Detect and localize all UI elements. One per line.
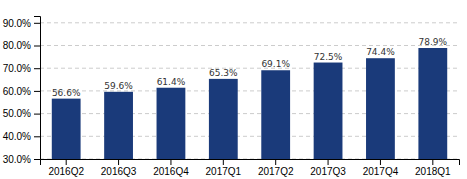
y-tick-label: 60.0% [3,86,31,97]
y-tick-label: 40.0% [3,131,31,142]
y-tick-label: 90.0% [3,18,31,29]
y-tick-label: 50.0% [3,108,31,119]
data-label: 61.4% [157,77,186,87]
bar [366,58,395,159]
grid-line [40,113,459,114]
data-labels: 56.6% 59.6% 61.4% 65.3% 69.1% 72.5% 74.4% 78.9% [52,37,448,98]
x-tick-label: 2016Q3 [101,166,137,177]
grid-line [40,68,459,69]
bar [261,70,290,159]
x-tick-mark [66,159,67,165]
data-label: 72.5% [314,52,343,62]
grid [40,23,459,159]
x-tick-mark [380,159,381,165]
x-tick: 2016Q2 [48,159,84,177]
x-tick-label: 2017Q3 [310,166,346,177]
x-axis: 2016Q2 2016Q3 2016Q4 2017Q1 2017Q2 2017Q3 2017… [41,159,460,177]
x-tick: 2017Q4 [363,159,399,177]
bar [418,48,447,159]
x-axis-line [41,160,460,166]
x-tick: 2017Q1 [206,159,242,177]
x-tick-label: 2016Q2 [48,166,84,177]
y-tick: 40.0% [3,131,40,142]
data-label: 59.6% [104,81,133,91]
y-tick-mark [34,114,40,115]
x-tick: 2017Q3 [310,159,346,177]
y-tick: 60.0% [3,86,40,97]
y-tick-label: 80.0% [3,40,31,51]
grid-line [40,22,459,23]
x-tick-label: 2017Q4 [363,166,399,177]
y-tick-mark [34,68,40,69]
y-tick-mark [34,159,40,160]
y-tick-mark [34,23,40,24]
chart: 30.0% 40.0% 50.0% 60.0% 70.0% 80.0% 90.0% 2016Q… [0,0,467,179]
x-tick-label: 2016Q4 [153,166,189,177]
x-tick-mark [432,159,433,165]
grid-line [40,136,459,137]
bar [104,92,133,159]
y-tick: 90.0% [3,18,40,29]
x-tick-label: 2018Q1 [415,166,451,177]
x-tick-label: 2017Q2 [258,166,294,177]
x-tick: 2016Q3 [101,159,137,177]
x-tick: 2018Q1 [415,159,451,177]
y-axis-line [34,17,41,160]
data-label: 56.6% [52,88,81,98]
x-tick: 2017Q2 [258,159,294,177]
grid-line [40,90,459,91]
bars [52,48,447,159]
x-tick-mark [118,159,119,165]
plot-area: 30.0% 40.0% 50.0% 60.0% 70.0% 80.0% 90.0% 2016Q… [3,17,460,178]
x-tick-mark [223,159,224,165]
x-tick-mark [328,159,329,165]
y-tick-mark [34,46,40,47]
bar [314,63,343,159]
data-label: 74.4% [366,47,395,57]
y-tick: 30.0% [3,154,40,165]
data-label: 65.3% [209,68,238,78]
y-tick: 50.0% [3,108,40,119]
x-tick-label: 2017Q1 [206,166,242,177]
bar [209,79,238,159]
y-axis: 30.0% 40.0% 50.0% 60.0% 70.0% 80.0% 90.0% [3,17,41,165]
bar [52,99,81,159]
grid-line [40,45,459,46]
bar [157,88,186,159]
y-tick: 80.0% [3,40,40,51]
y-tick-label: 70.0% [3,63,31,74]
data-label: 78.9% [419,37,448,47]
y-tick-mark [34,91,40,92]
x-tick: 2016Q4 [153,159,189,177]
y-tick-mark [34,136,40,137]
x-tick-mark [275,159,276,165]
x-tick-mark [170,159,171,165]
y-tick: 70.0% [3,63,40,74]
y-tick-label: 30.0% [3,154,31,165]
data-label: 69.1% [261,59,290,69]
